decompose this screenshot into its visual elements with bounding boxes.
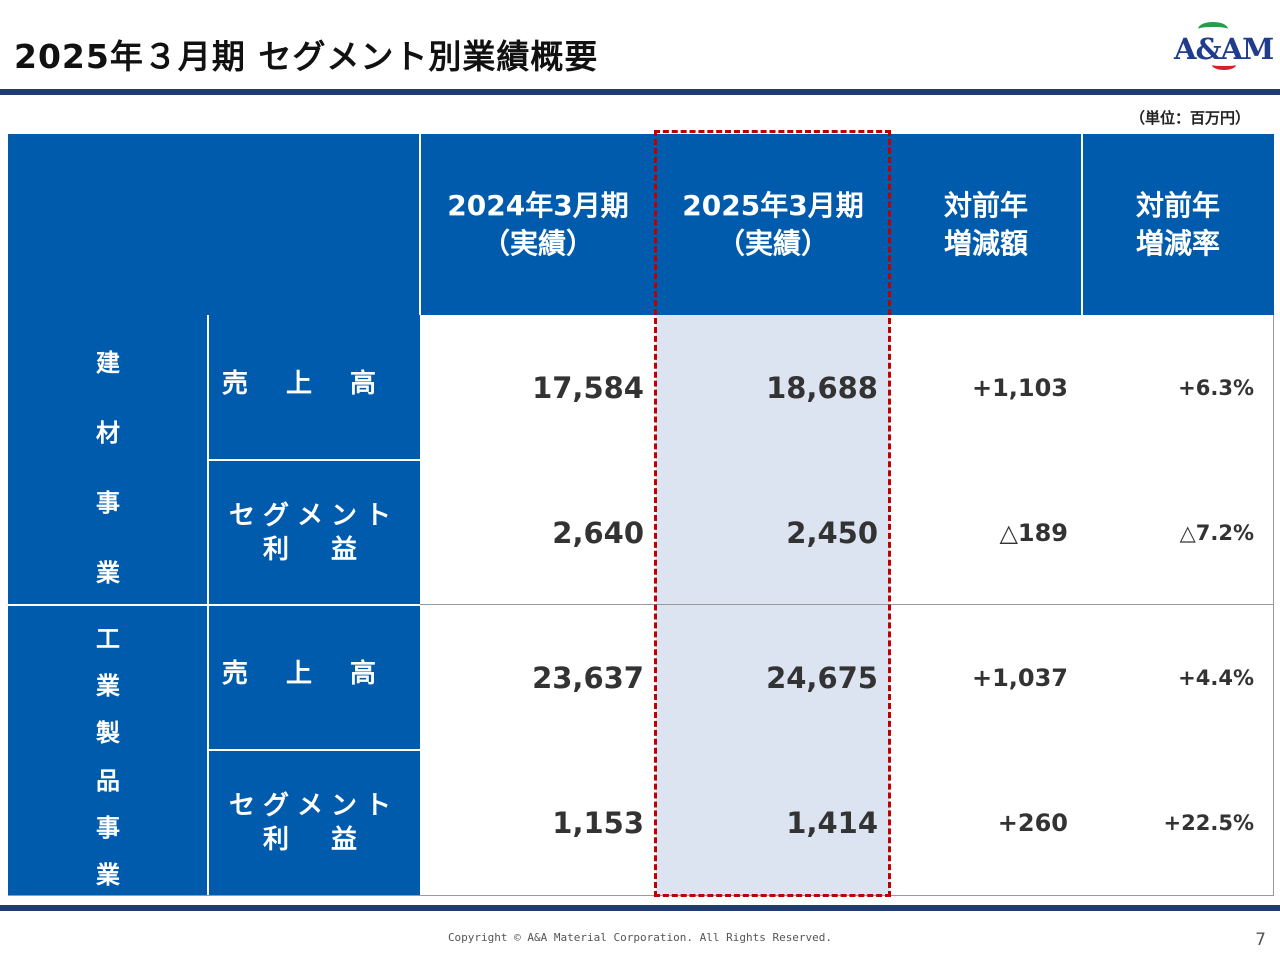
logo-red-arc: [1212, 60, 1236, 70]
cell-diff: △189: [890, 460, 1082, 605]
row-label-segment-profit: セグメント 利 益: [208, 460, 420, 605]
segment-industrial-products: 工 業 製 品 事 業: [8, 605, 208, 896]
grid-line: [1081, 134, 1083, 315]
cell-fy2025: 24,675: [656, 605, 890, 750]
segment2-char: 業: [96, 672, 120, 701]
cell-rate: +4.4%: [1082, 605, 1274, 750]
header-diff-line2: 増減額: [943, 226, 1028, 260]
header-diff: 対前年 増減額: [890, 134, 1082, 315]
bottom-rule: [0, 905, 1280, 911]
row-label-profit-line2: 利 益: [262, 825, 365, 855]
cell-rate: +6.3%: [1082, 315, 1274, 460]
cell-fy2024: 1,153: [420, 750, 656, 896]
header-rate-line1: 対前年: [1135, 188, 1220, 222]
cell-fy2025: 1,414: [656, 750, 890, 896]
cell-rate: +22.5%: [1082, 750, 1274, 896]
header-fy2024: 2024年3月期 （実績）: [420, 134, 656, 315]
segment1-char: 建: [96, 348, 120, 377]
header-fy2024-line2: （実績）: [481, 226, 594, 260]
header-fy2025: 2025年3月期 （実績）: [656, 134, 890, 315]
cell-diff: +1,037: [890, 605, 1082, 750]
cell-rate: △7.2%: [1082, 460, 1274, 605]
top-rule: [0, 89, 1280, 95]
cell-fy2024: 17,584: [420, 315, 656, 460]
company-logo: A&AM: [1174, 22, 1274, 72]
cell-fy2025: 18,688: [656, 315, 890, 460]
cell-fy2025: 2,450: [656, 460, 890, 605]
cell-fy2024: 23,637: [420, 605, 656, 750]
header-rate: 対前年 増減率: [1082, 134, 1274, 315]
grid-line: [419, 134, 421, 315]
copyright-text: Copyright © A&A Material Corporation. Al…: [447, 931, 833, 944]
grid-line: [8, 604, 420, 606]
segment-building-materials: 建 材 事 業: [8, 315, 208, 605]
header-fy2024-line1: 2024年3月期: [447, 188, 629, 222]
logo-green-arc: [1198, 22, 1228, 36]
segment1-char: 業: [96, 558, 120, 587]
unit-label: （単位：百万円）: [1129, 109, 1250, 127]
cell-diff: +260: [890, 750, 1082, 896]
segment2-char: 製: [96, 719, 120, 748]
grid-line: [8, 895, 1274, 896]
grid-line: [208, 459, 420, 461]
header-blank-cell: [8, 134, 420, 315]
grid-line: [1273, 315, 1274, 896]
header-fy2025-line2: （実績）: [716, 226, 829, 260]
cell-diff: +1,103: [890, 315, 1082, 460]
segment2-char: 工: [96, 625, 120, 654]
row-label-sales: 売 上 高: [208, 605, 420, 750]
row-label-sales: 売 上 高: [208, 315, 420, 460]
segment2-char: 品: [96, 766, 120, 795]
row-label-sales-text: 売 上 高: [222, 658, 383, 689]
header-diff-line1: 対前年: [943, 188, 1028, 222]
cell-fy2024: 2,640: [420, 460, 656, 605]
segment1-char: 事: [96, 488, 120, 517]
page-number: 7: [1255, 930, 1266, 950]
row-label-sales-text: 売 上 高: [222, 368, 383, 399]
page-title: 2025年３月期 セグメント別業績概要: [14, 37, 599, 76]
header-rate-line2: 増減率: [1135, 226, 1220, 260]
fy2025-highlight-border: [654, 130, 891, 897]
row-label-profit-line1: セグメント: [228, 791, 399, 821]
row-label-segment-profit: セグメント 利 益: [208, 750, 420, 896]
header-fy2025-line1: 2025年3月期: [682, 188, 864, 222]
segment1-char: 材: [96, 418, 120, 447]
segment2-char: 事: [96, 813, 120, 842]
segment2-char: 業: [96, 860, 120, 889]
grid-line: [420, 604, 1274, 605]
row-label-profit-line2: 利 益: [262, 534, 365, 565]
row-label-profit-line1: セグメント: [228, 500, 399, 531]
grid-line: [208, 749, 420, 751]
